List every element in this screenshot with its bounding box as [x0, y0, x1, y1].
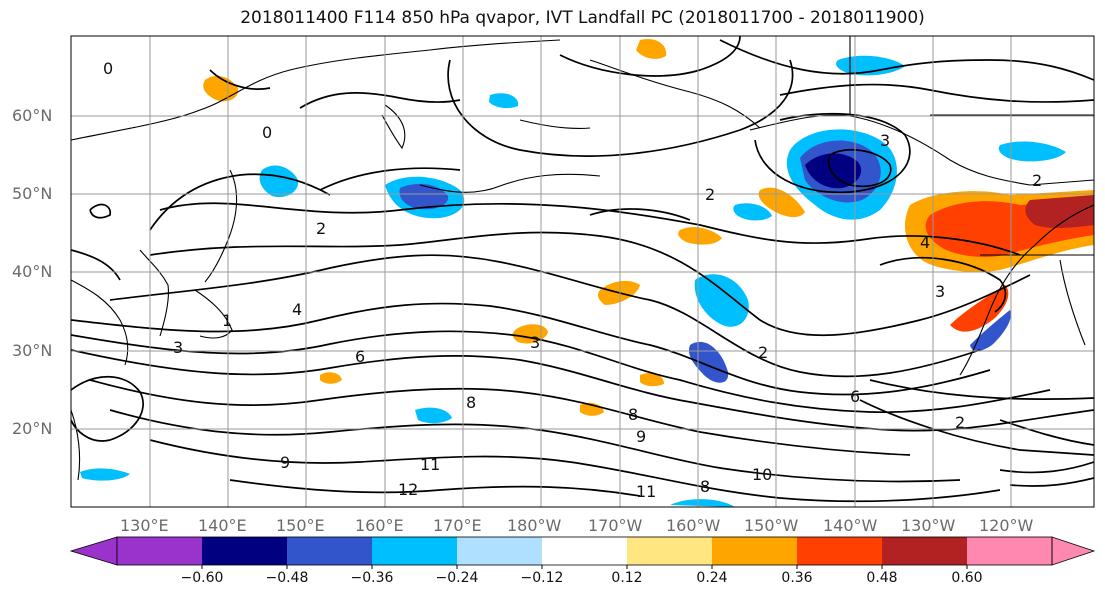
colorbar-tick-label: 0.24: [696, 570, 728, 586]
contour-label: 11: [420, 455, 440, 474]
colorbar-tick-label: 0.48: [866, 570, 898, 586]
contour-label: 4: [920, 233, 930, 252]
lon-label-170w: 170°W: [588, 516, 643, 535]
ivt-contours: [71, 36, 1094, 503]
lon-label-140e: 140°E: [198, 516, 247, 535]
lon-label-180w: 180°W: [507, 516, 562, 535]
lon-label-130w: 130°W: [901, 516, 956, 535]
contour-label: 3: [530, 333, 540, 352]
contour-label: 12: [398, 480, 418, 499]
colorbar-tick-label: −0.36: [350, 570, 394, 586]
lon-label-130e: 130°E: [120, 516, 169, 535]
colorbar-swatch: [797, 537, 882, 565]
lon-label-120w: 120°W: [979, 516, 1034, 535]
lat-label-20n: 20°N: [12, 419, 53, 438]
colorbar-tick-label: 0.36: [781, 570, 813, 586]
contour-label: 6: [850, 387, 860, 406]
lat-label-40n: 40°N: [12, 262, 53, 281]
contour-label: 3: [173, 338, 183, 357]
colorbar-swatch: [882, 537, 967, 565]
lon-label-150w: 150°W: [744, 516, 799, 535]
contour-label: 0: [262, 123, 272, 142]
colorbar-swatch: [542, 537, 627, 565]
lat-label-30n: 30°N: [12, 341, 53, 360]
contour-label: 3: [880, 131, 890, 150]
contour-label: 2: [1032, 171, 1042, 190]
colorbar-swatch: [457, 537, 542, 565]
colorbar: [69, 536, 1096, 569]
colorbar-swatch: [627, 537, 712, 565]
colorbar-swatch: [202, 537, 287, 565]
lon-label-140w: 140°W: [823, 516, 878, 535]
contour-label: 2: [705, 185, 715, 204]
contour-label: 2: [316, 219, 326, 238]
contour-label: 10: [752, 465, 772, 484]
colorbar-tick-label: −0.60: [180, 570, 224, 586]
colorbar-tick-label: −0.24: [435, 570, 479, 586]
map-title: 2018011400 F114 850 hPa qvapor, IVT Land…: [240, 8, 925, 28]
colorbar-swatch: [287, 537, 372, 565]
lon-label-160e: 160°E: [355, 516, 404, 535]
contour-label: 0: [103, 59, 113, 78]
contour-label: 3: [935, 282, 945, 301]
lon-label-150e: 150°E: [276, 516, 325, 535]
contour-label: 6: [355, 347, 365, 366]
contour-label: 11: [636, 482, 656, 501]
colorbar-swatch: [967, 537, 1052, 565]
contour-label: 8: [700, 477, 710, 496]
colorbar-tick-label: −0.12: [520, 570, 564, 586]
colorbar-swatch: [712, 537, 797, 565]
lat-label-60n: 60°N: [12, 106, 53, 125]
contour-label: 2: [955, 413, 965, 432]
colorbar-extend-min: [69, 536, 118, 566]
contour-label: 1: [222, 311, 232, 330]
contour-label: 8: [466, 393, 476, 412]
map-frame: [70, 35, 1095, 508]
graticule: [71, 36, 1094, 507]
colorbar-swatch: [117, 537, 202, 565]
lon-label-170e: 170°E: [433, 516, 482, 535]
colorbar-extend-max: [1051, 536, 1096, 566]
colorbar-tick-label: −0.48: [265, 570, 309, 586]
lon-label-160w: 160°W: [666, 516, 721, 535]
contour-label: 9: [636, 427, 646, 446]
lat-label-50n: 50°N: [12, 184, 53, 203]
contour-label: 4: [292, 300, 302, 319]
colorbar-tick-label: 0.12: [611, 570, 643, 586]
colorbar-tick-label: 0.60: [951, 570, 983, 586]
contour-label: 8: [628, 405, 638, 424]
colorbar-swatch: [372, 537, 457, 565]
contour-label: 2: [758, 343, 768, 362]
contour-label: 9: [280, 453, 290, 472]
